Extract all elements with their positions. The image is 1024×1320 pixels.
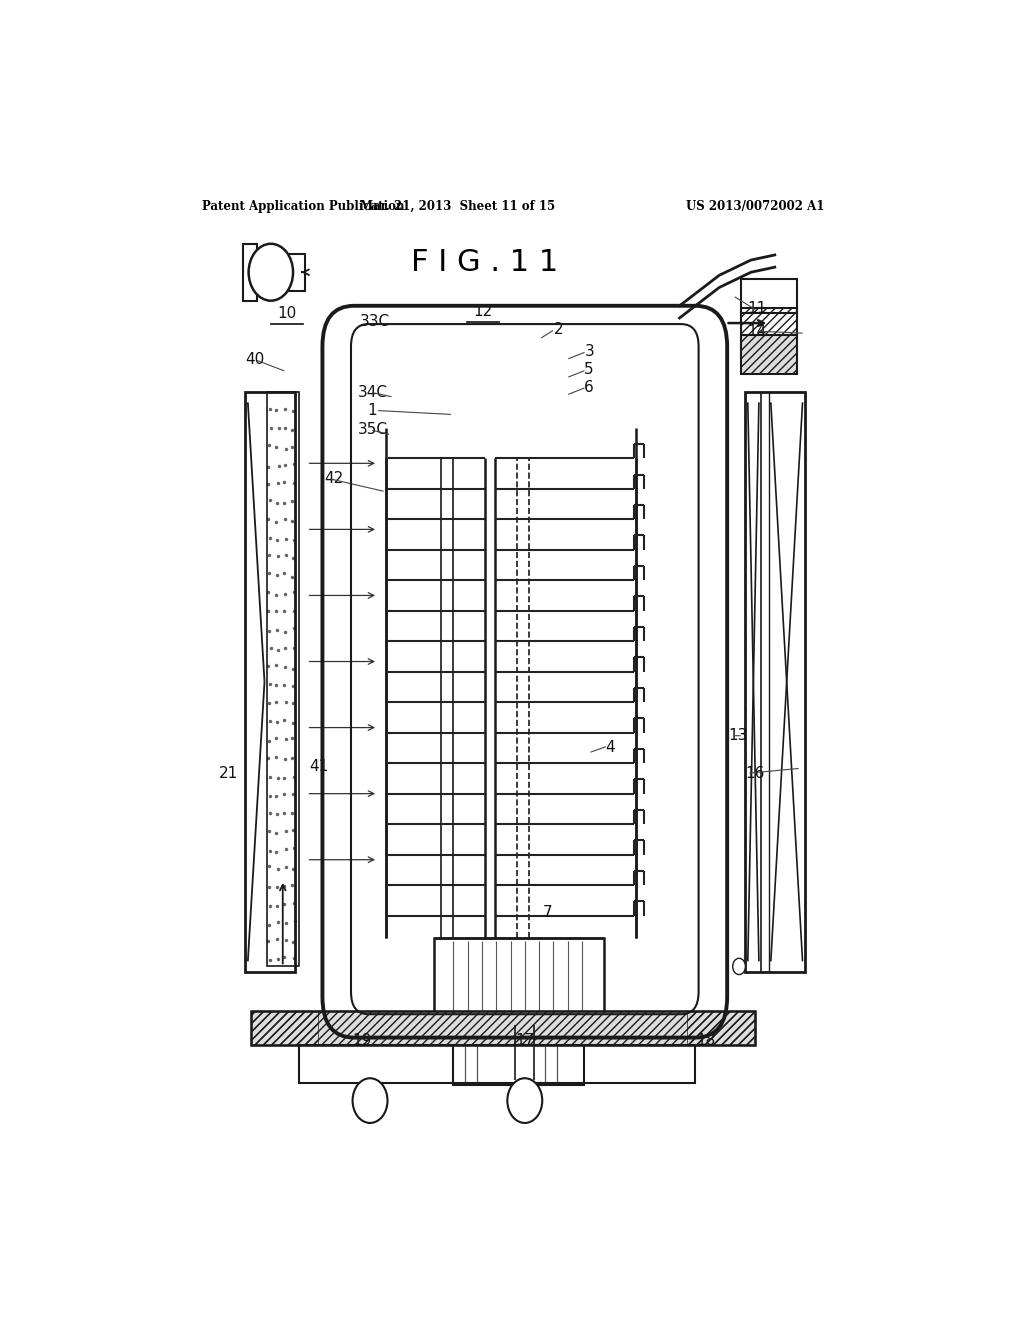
Text: F I G . 1 1: F I G . 1 1	[412, 248, 559, 277]
Text: US 2013/0072002 A1: US 2013/0072002 A1	[686, 199, 824, 213]
Bar	[741, 335, 797, 374]
Bar	[741, 335, 797, 374]
Text: 34C: 34C	[358, 384, 388, 400]
Bar	[285, 253, 305, 290]
Text: 4: 4	[606, 741, 615, 755]
Circle shape	[733, 958, 745, 974]
Bar	[454, 1022, 585, 1085]
Text: 33C: 33C	[359, 314, 390, 329]
Bar	[745, 392, 805, 972]
Bar	[299, 1044, 695, 1084]
Text: 2: 2	[554, 322, 564, 337]
Circle shape	[507, 1078, 543, 1123]
Circle shape	[249, 244, 293, 301]
Bar	[267, 392, 299, 966]
Text: Mar. 21, 2013  Sheet 11 of 15: Mar. 21, 2013 Sheet 11 of 15	[359, 199, 555, 213]
Text: 13: 13	[729, 729, 749, 743]
Bar	[741, 308, 797, 338]
Text: 16: 16	[745, 766, 765, 781]
Bar	[251, 1011, 755, 1044]
Text: 11: 11	[748, 301, 766, 317]
Text: 1: 1	[368, 403, 377, 418]
Text: 10: 10	[278, 306, 296, 321]
Text: 3: 3	[585, 345, 594, 359]
Text: 7: 7	[543, 906, 552, 920]
Bar	[246, 392, 295, 972]
Bar	[251, 1011, 755, 1044]
Bar	[741, 308, 797, 338]
Text: 40: 40	[246, 352, 264, 367]
Bar	[433, 939, 604, 1024]
Text: 12: 12	[473, 304, 493, 319]
Text: 18: 18	[696, 1034, 716, 1048]
Circle shape	[352, 1078, 387, 1123]
Text: 19: 19	[352, 1034, 372, 1048]
Bar	[514, 1090, 536, 1110]
Text: 17: 17	[515, 1034, 535, 1048]
Text: Patent Application Publication: Patent Application Publication	[202, 199, 404, 213]
Bar	[243, 244, 257, 301]
Text: 14: 14	[748, 323, 766, 339]
Text: 5: 5	[585, 362, 594, 378]
Text: 6: 6	[585, 380, 594, 395]
Text: 41: 41	[309, 759, 328, 774]
Text: 21: 21	[219, 766, 239, 781]
Text: 42: 42	[324, 471, 343, 486]
Text: 35C: 35C	[358, 422, 388, 437]
Bar	[687, 1011, 755, 1044]
Bar	[251, 1011, 318, 1044]
Bar	[741, 280, 797, 313]
